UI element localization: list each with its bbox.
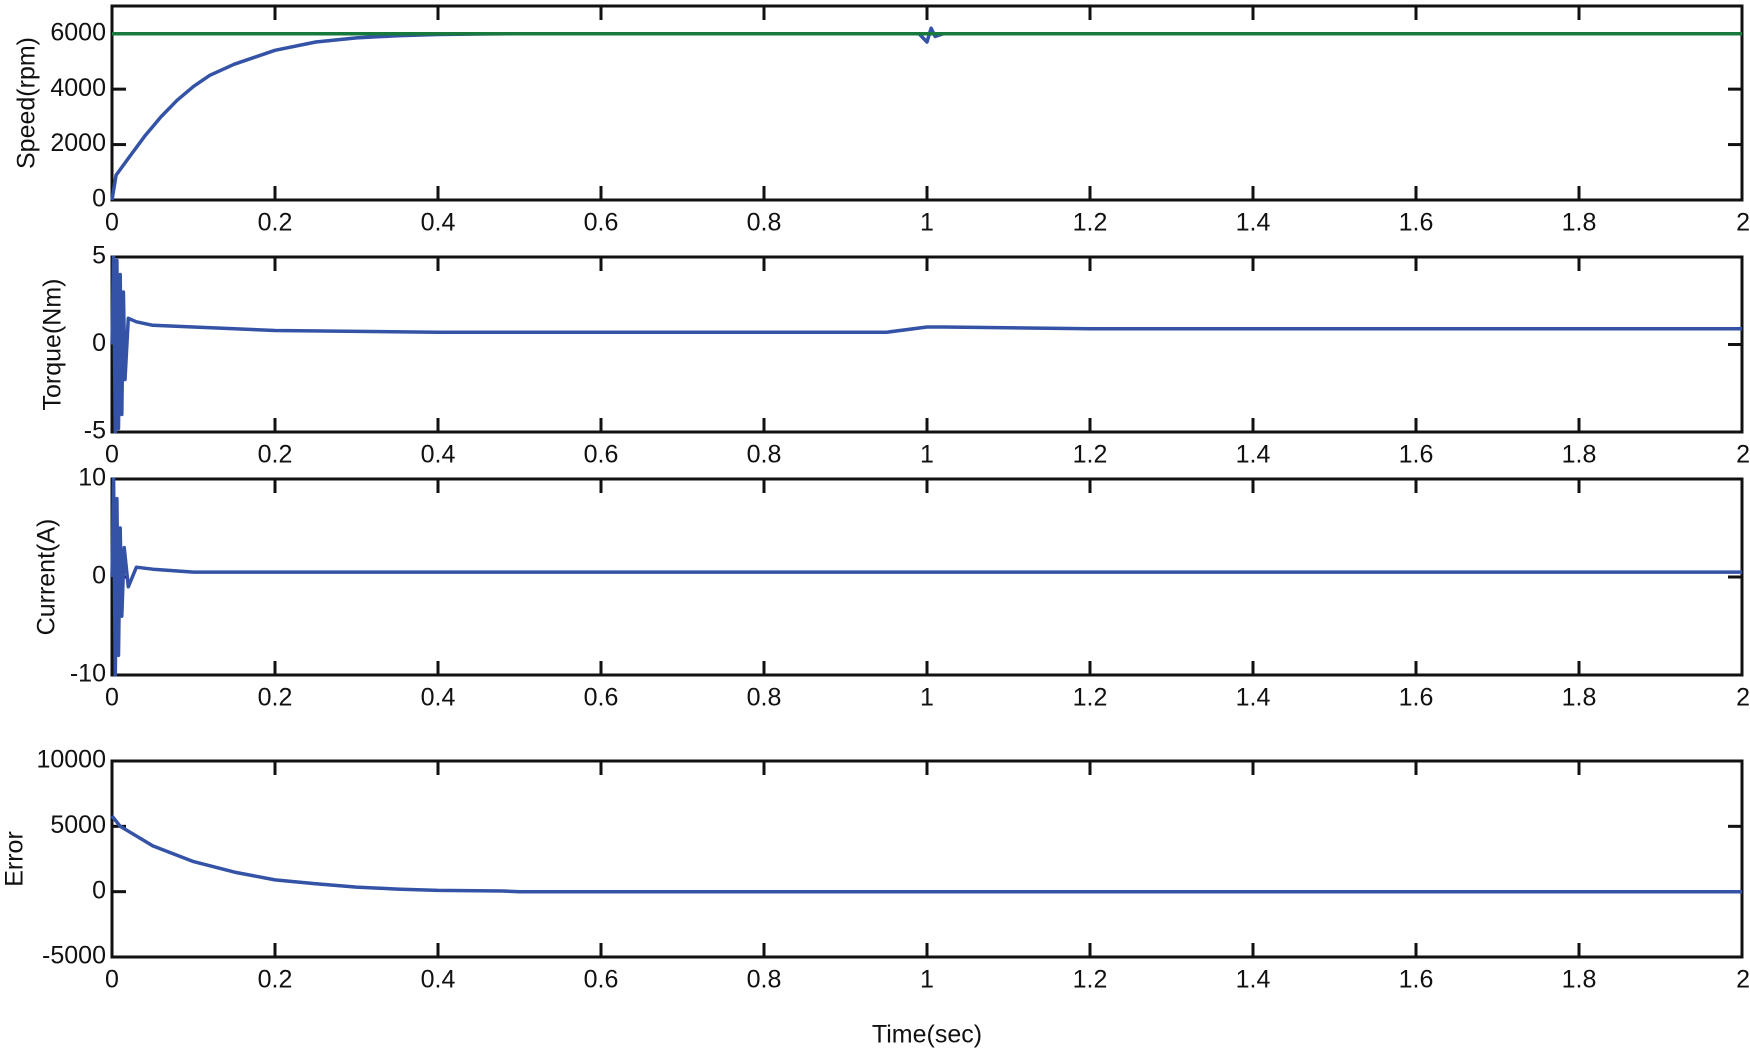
y-axis-label: Speed(rpm) xyxy=(13,37,41,169)
y-tick-label: 0 xyxy=(92,329,106,357)
series-line xyxy=(110,814,1742,894)
x-tick-label: 1.2 xyxy=(1073,441,1108,469)
x-tick-label: 0.8 xyxy=(747,209,782,237)
x-tick-label: 0.6 xyxy=(584,209,619,237)
x-tick-label: 1.2 xyxy=(1073,684,1108,712)
x-tick-label: 1.2 xyxy=(1073,966,1108,994)
x-tick-label: 2 xyxy=(1736,209,1750,237)
x-tick-label: 1.6 xyxy=(1399,441,1434,469)
x-tick-label: 1.6 xyxy=(1399,209,1434,237)
x-tick-label: 1.2 xyxy=(1073,209,1108,237)
y-tick-label: 0 xyxy=(92,185,106,213)
x-tick-label: 0.8 xyxy=(747,684,782,712)
x-tick-label: 0.2 xyxy=(258,684,293,712)
x-tick-label: 0.6 xyxy=(584,441,619,469)
x-tick-label: 1 xyxy=(920,209,934,237)
y-tick-label: 5 xyxy=(92,242,106,270)
x-tick-label: 1.4 xyxy=(1236,684,1271,712)
y-axis-label: Error xyxy=(1,831,29,887)
x-tick-label: 1.8 xyxy=(1562,441,1597,469)
y-tick-label: -5000 xyxy=(42,942,106,970)
plot-frame xyxy=(110,477,1744,677)
x-tick-label: 1 xyxy=(920,966,934,994)
y-tick-label: 10000 xyxy=(36,746,106,774)
x-tick-label: 0.2 xyxy=(258,441,293,469)
x-tick-label: 0 xyxy=(105,966,119,994)
x-tick-label: 2 xyxy=(1736,441,1750,469)
plot-frame xyxy=(110,255,1744,434)
x-tick-label: 0.2 xyxy=(258,966,293,994)
x-tick-label: 1.4 xyxy=(1236,966,1271,994)
y-tick-label: 5000 xyxy=(50,811,106,839)
x-tick-label: 0.2 xyxy=(258,209,293,237)
x-tick-label: 0.4 xyxy=(421,209,456,237)
y-tick-label: 0 xyxy=(92,876,106,904)
y-tick-label: 0 xyxy=(92,562,106,590)
x-tick-label: 2 xyxy=(1736,684,1750,712)
x-tick-label: 0 xyxy=(105,209,119,237)
x-tick-label: 0.8 xyxy=(747,966,782,994)
x-tick-label: 0 xyxy=(105,684,119,712)
x-tick-label: 1.8 xyxy=(1562,684,1597,712)
y-tick-label: 6000 xyxy=(50,18,106,46)
x-tick-label: 2 xyxy=(1736,966,1750,994)
y-tick-label: 10 xyxy=(78,464,106,492)
x-tick-label: 1 xyxy=(920,684,934,712)
x-tick-label: 0.6 xyxy=(584,966,619,994)
series-line xyxy=(110,477,1742,677)
x-tick-label: 1.6 xyxy=(1399,684,1434,712)
x-tick-label: 1.4 xyxy=(1236,441,1271,469)
y-tick-label: -5 xyxy=(84,417,106,445)
plot-frame xyxy=(110,759,1744,959)
x-tick-label: 0.4 xyxy=(421,966,456,994)
x-tick-label: 1.4 xyxy=(1236,209,1271,237)
series-line xyxy=(110,255,1742,434)
y-tick-label: 2000 xyxy=(50,129,106,157)
x-tick-label: 1.8 xyxy=(1562,209,1597,237)
x-tick-label: 0 xyxy=(105,441,119,469)
y-axis-label: Torque(Nm) xyxy=(39,279,67,411)
x-tick-label: 0.6 xyxy=(584,684,619,712)
x-tick-label: 1 xyxy=(920,441,934,469)
x-tick-label: 0.4 xyxy=(421,684,456,712)
x-axis-label: Time(sec) xyxy=(872,1021,982,1049)
y-tick-label: 4000 xyxy=(50,74,106,102)
x-tick-label: 0.4 xyxy=(421,441,456,469)
x-tick-label: 0.8 xyxy=(747,441,782,469)
x-tick-label: 1.8 xyxy=(1562,966,1597,994)
y-tick-label: -10 xyxy=(70,660,106,688)
x-tick-label: 1.6 xyxy=(1399,966,1434,994)
y-axis-label: Current(A) xyxy=(33,519,61,636)
